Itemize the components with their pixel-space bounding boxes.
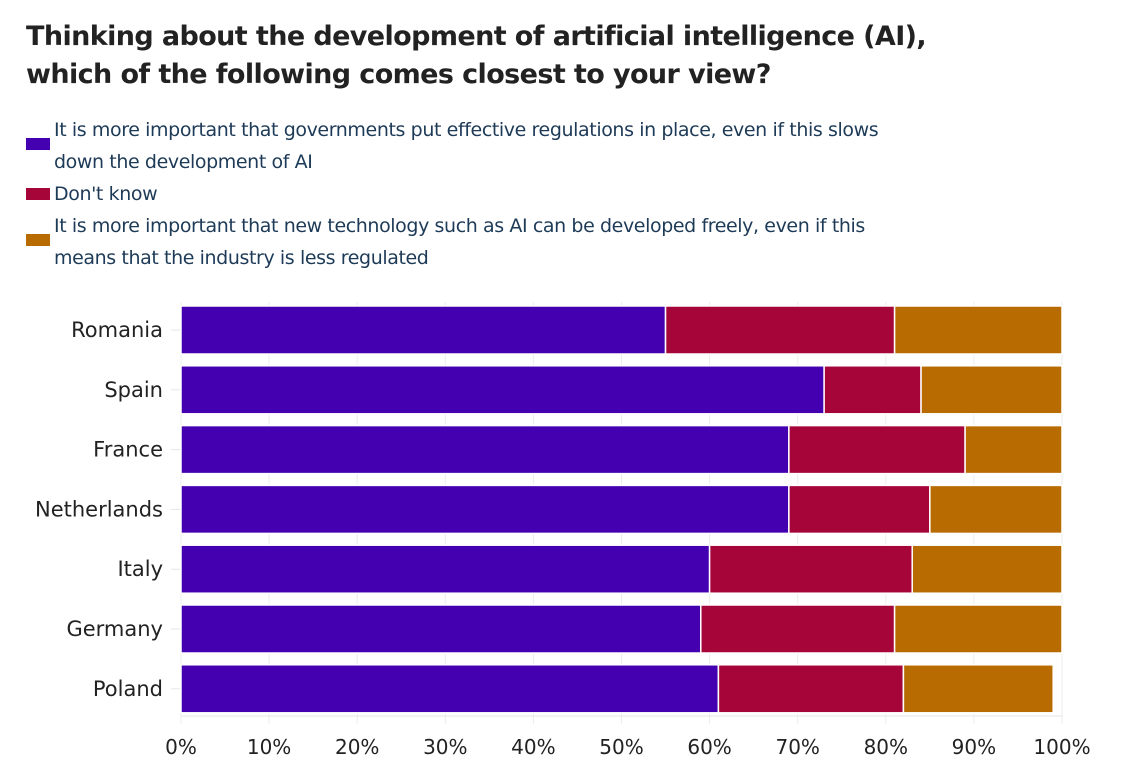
category-label: Italy <box>117 557 163 581</box>
bar-segment-dont-know <box>708 544 913 594</box>
x-tick-label: 70% <box>775 735 819 759</box>
bar-segment-regulate <box>180 484 790 535</box>
category-label: Netherlands <box>35 497 163 521</box>
bar-segment-dont-know <box>700 604 896 654</box>
legend-swatch-regulate <box>26 138 50 150</box>
legend-item-dont-know[interactable]: Don't know <box>26 178 1086 210</box>
x-tick-label: 10% <box>247 735 291 759</box>
bar-segment-dont-know <box>788 424 966 475</box>
legend-label-develop-freely-line-1: It is more important that new technology… <box>54 215 865 237</box>
chart-title-line-1: Thinking about the development of artifi… <box>26 21 927 52</box>
x-tick-label: 50% <box>599 735 643 759</box>
x-tick-label: 30% <box>423 735 467 759</box>
bar-segment-regulate <box>180 664 720 714</box>
bar-segment-dont-know <box>717 664 905 714</box>
x-tick-label: 20% <box>335 735 379 759</box>
bar-segment-develop-freely <box>920 365 1063 415</box>
bar-segment-develop-freely <box>929 484 1063 535</box>
category-label: Romania <box>71 318 163 342</box>
bar-segment-regulate <box>180 305 667 355</box>
category-label: Poland <box>93 677 163 701</box>
x-tick-label: 80% <box>864 735 908 759</box>
bar-segment-dont-know <box>788 484 931 535</box>
chart-title: Thinking about the development of artifi… <box>26 18 1106 94</box>
legend-swatch-dont-know <box>26 188 50 200</box>
category-label: Spain <box>104 378 163 402</box>
x-tick-label: 90% <box>952 735 996 759</box>
bar-segment-regulate <box>180 604 702 654</box>
legend-item-develop-freely[interactable]: It is more important that new technology… <box>26 210 1086 274</box>
x-tick-label: 100% <box>1033 735 1090 759</box>
bar-segment-develop-freely <box>893 604 1063 654</box>
legend-label-develop-freely-line-2: means that the industry is less regulate… <box>54 247 429 269</box>
x-tick-label: 0% <box>165 735 197 759</box>
bar-segment-regulate <box>180 424 790 475</box>
x-tick-label: 60% <box>687 735 731 759</box>
bar-segment-dont-know <box>823 365 922 415</box>
bar-segment-dont-know <box>664 305 896 355</box>
category-label: Germany <box>66 617 163 641</box>
bar-segment-develop-freely <box>964 424 1063 475</box>
category-label: France <box>93 438 163 462</box>
legend-swatch-develop-freely <box>26 234 50 246</box>
legend: It is more important that governments pu… <box>26 114 1086 274</box>
legend-label-dont-know: Don't know <box>54 183 158 205</box>
bar-segment-regulate <box>180 544 711 594</box>
x-tick-label: 40% <box>511 735 555 759</box>
bar-segment-develop-freely <box>911 544 1063 594</box>
legend-item-regulate[interactable]: It is more important that governments pu… <box>26 114 1086 178</box>
bar-segment-develop-freely <box>902 664 1054 714</box>
legend-label-regulate-line-1: It is more important that governments pu… <box>54 119 879 141</box>
bar-segment-regulate <box>180 365 825 415</box>
chart-title-line-2: which of the following comes closest to … <box>26 59 771 90</box>
bar-segment-develop-freely <box>893 305 1063 355</box>
legend-label-regulate-line-2: down the development of AI <box>54 151 313 173</box>
